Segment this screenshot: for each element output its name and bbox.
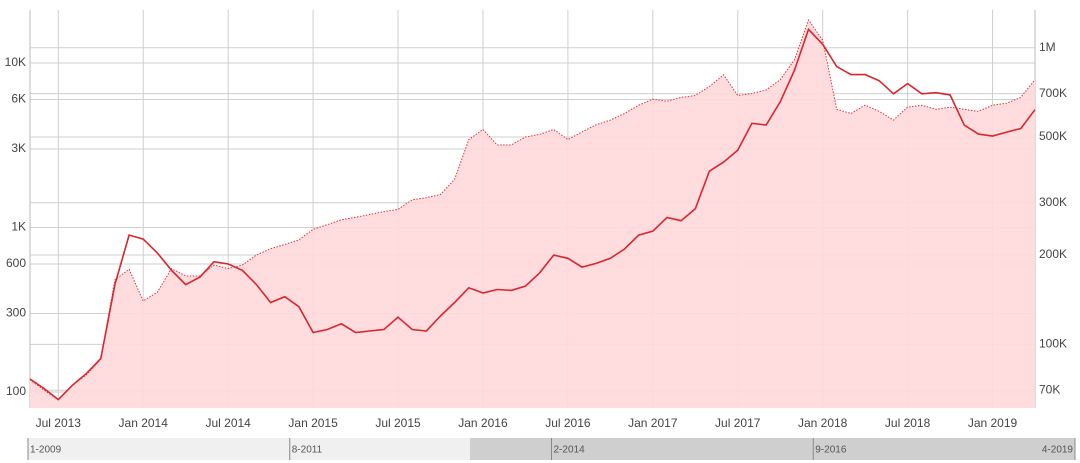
y-tick-label: 1K (11, 220, 26, 234)
x-tick-label: Jul 2013 (36, 416, 82, 430)
y2-tick-label: 200K (1039, 247, 1067, 261)
y-tick-label: 600 (6, 256, 26, 270)
navigator-label: 1-2009 (30, 445, 62, 456)
y2-tick-label: 300K (1039, 195, 1067, 209)
navigator-label: 8-2011 (292, 445, 323, 456)
navigator-label: 2-2014 (554, 445, 586, 456)
area (30, 20, 1035, 408)
x-tick-label: Jul 2015 (375, 416, 421, 430)
line (29, 27, 1036, 401)
navigator: 1-2009 8-2011 2-2014 9-2016 4-2019 (27, 438, 1076, 460)
y2-tick-label: 70K (1039, 382, 1060, 396)
y-tick-label: 3K (11, 141, 26, 155)
x-tick-label: Jan 2015 (288, 416, 338, 430)
x-tick-label: Jan 2017 (628, 416, 678, 430)
x-tick-label: Jul 2018 (885, 416, 931, 430)
x-tick-label: Jul 2017 (715, 416, 761, 430)
y2-tick-label: 100K (1039, 336, 1067, 350)
y-tick-label: 100 (6, 384, 26, 398)
y-tick-label: 10K (5, 55, 26, 69)
y-tick-label: 300 (6, 306, 26, 320)
x-tick-label: Jan 2018 (798, 416, 848, 430)
line (29, 18, 1036, 401)
x-tick-label: Jan 2014 (119, 416, 169, 430)
y2-tick-label: 500K (1039, 129, 1067, 143)
x-tick-label: Jul 2014 (205, 416, 251, 430)
y2-tick-label: 700K (1039, 86, 1067, 100)
x-tick-label: Jan 2016 (458, 416, 508, 430)
y-tick-label: 6K (11, 92, 26, 106)
y2-tick-label: 1M (1039, 40, 1056, 54)
navigator-label: 4-2019 (1042, 445, 1074, 456)
x-tick-label: Jul 2016 (545, 416, 591, 430)
navigator-label: 9-2016 (815, 445, 847, 456)
x-tick-label: Jan 2019 (968, 416, 1018, 430)
navigator-selection[interactable] (470, 438, 1075, 460)
